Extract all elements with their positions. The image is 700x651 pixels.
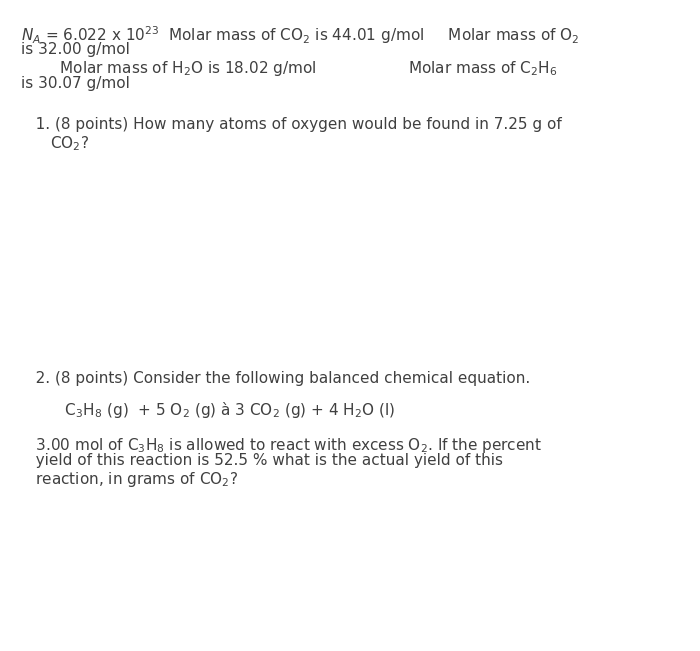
Text: is 30.07 g/mol: is 30.07 g/mol: [21, 76, 130, 90]
Text: is 32.00 g/mol: is 32.00 g/mol: [21, 42, 130, 57]
Text: 3.00 mol of C$_3$H$_8$ is allowed to react with excess O$_2$. If the percent: 3.00 mol of C$_3$H$_8$ is allowed to rea…: [21, 436, 542, 455]
Text: yield of this reaction is 52.5 % what is the actual yield of this: yield of this reaction is 52.5 % what is…: [21, 453, 503, 468]
Text: reaction, in grams of CO$_2$?: reaction, in grams of CO$_2$?: [21, 470, 238, 489]
Text: 1. (8 points) How many atoms of oxygen would be found in 7.25 g of: 1. (8 points) How many atoms of oxygen w…: [21, 117, 561, 132]
Text: $N_A$ = 6.022 x 10$^{23}$  Molar mass of CO$_2$ is 44.01 g/mol     Molar mass of: $N_A$ = 6.022 x 10$^{23}$ Molar mass of …: [21, 25, 580, 46]
Text: CO$_2$?: CO$_2$?: [21, 134, 89, 153]
Text: C$_3$H$_8$ (g)  + 5 O$_2$ (g) à 3 CO$_2$ (g) + 4 H$_2$O (l): C$_3$H$_8$ (g) + 5 O$_2$ (g) à 3 CO$_2$ …: [21, 400, 395, 421]
Text: 2. (8 points) Consider the following balanced chemical equation.: 2. (8 points) Consider the following bal…: [21, 371, 531, 386]
Text: Molar mass of H$_2$O is 18.02 g/mol                   Molar mass of C$_2$H$_6$: Molar mass of H$_2$O is 18.02 g/mol Mola…: [21, 59, 557, 77]
